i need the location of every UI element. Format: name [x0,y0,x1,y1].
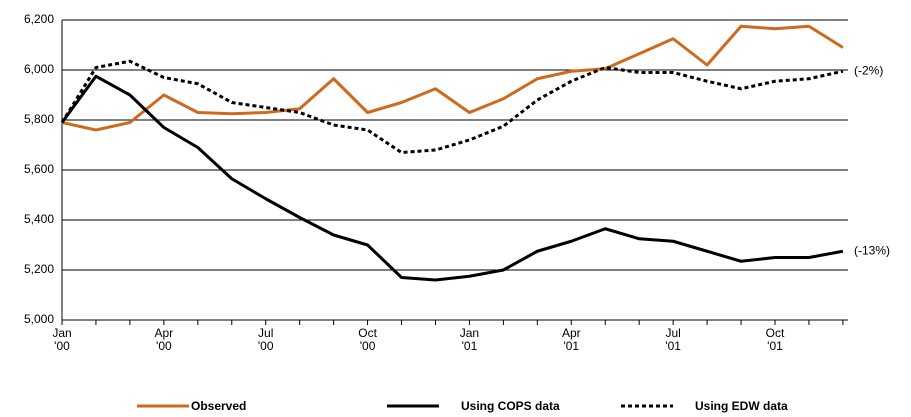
x-tick-label: Jan '01 [460,326,479,353]
x-tick-label: Apr '00 [155,326,174,353]
x-tick-label: Apr '01 [562,326,581,353]
y-tick-label: 6,200 [24,12,54,26]
x-tick-label: Jul '00 [258,326,274,353]
legend-label: Using EDW data [695,399,788,413]
y-tick-label: 5,800 [24,112,54,126]
y-tick-label: 5,400 [24,212,54,226]
x-tick-label: Oct '00 [358,326,377,353]
end-label: (-2%) [854,63,883,77]
legend-label: Using COPS data [461,399,560,413]
y-tick-label: 5,600 [24,162,54,176]
x-tick-label: Jul '01 [665,326,681,353]
y-tick-label: 6,000 [24,62,54,76]
y-tick-label: 5,200 [24,262,54,276]
y-tick-label: 5,000 [24,312,54,326]
legend-label: Observed [191,399,246,413]
series-line [61,24,844,132]
end-label: (-13%) [854,243,890,257]
x-tick-label: Jan '00 [52,326,71,353]
series-line [60,59,844,154]
series-line [60,74,844,282]
x-tick-label: Oct '01 [766,326,785,353]
